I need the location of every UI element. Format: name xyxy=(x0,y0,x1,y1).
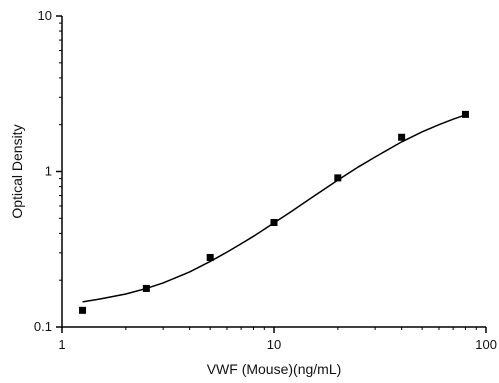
x-tick-label: 100 xyxy=(475,337,497,352)
data-point xyxy=(79,306,87,314)
data-point xyxy=(206,253,214,261)
x-tick-label: 10 xyxy=(267,337,281,352)
x-tick-label: 1 xyxy=(58,337,65,352)
x-axis-title: VWF (Mouse)(ng/mL) xyxy=(207,361,342,377)
y-tick-label: 1 xyxy=(45,164,52,179)
data-point xyxy=(461,110,469,118)
data-point xyxy=(270,218,278,226)
y-axis: 0.1 1 10 xyxy=(34,8,63,334)
y-tick-label: 0.1 xyxy=(34,319,52,334)
fit-curve xyxy=(82,114,466,303)
y-tick-label: 10 xyxy=(38,8,52,23)
data-point xyxy=(334,174,342,182)
data-point xyxy=(142,284,150,292)
x-axis: 1 10 100 xyxy=(58,326,497,352)
data-points xyxy=(79,110,469,314)
y-axis-title: Optical Density xyxy=(9,124,25,218)
data-point xyxy=(398,133,406,141)
